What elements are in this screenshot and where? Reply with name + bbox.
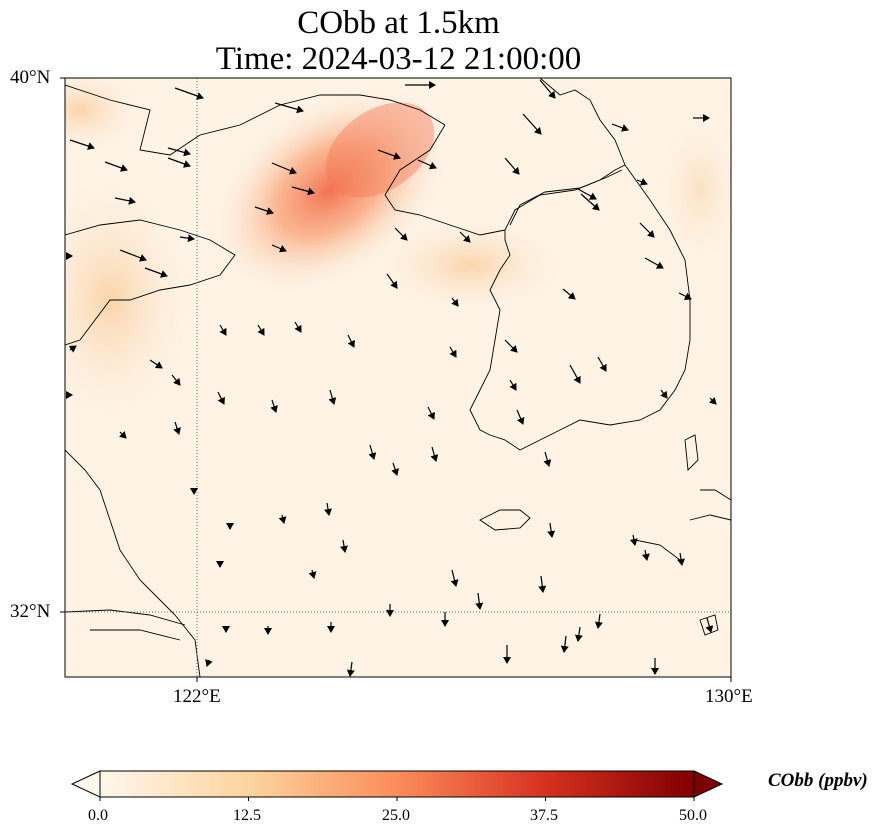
wind-arrow <box>594 613 603 629</box>
wind-arrow <box>219 324 227 336</box>
wind-arrow <box>68 345 77 353</box>
colorbar-min-extend <box>70 770 101 798</box>
axis-ticks <box>60 77 732 682</box>
wind-arrow <box>174 87 204 100</box>
wind-arrow <box>574 626 583 642</box>
lat-tick-label-32n: 32°N <box>10 601 51 622</box>
wind-arrow <box>708 396 717 405</box>
wind-arrow <box>340 539 348 553</box>
wind-arrow <box>119 249 147 262</box>
wind-arrow <box>368 444 377 460</box>
wind-arrow <box>118 430 127 439</box>
figure-title-line1: CObb at 1.5km <box>297 5 500 41</box>
concentration-field <box>65 78 731 677</box>
colorbar-tick-label: 12.5 <box>233 807 261 824</box>
wind-arrow <box>254 206 274 215</box>
wind-arrow <box>179 234 195 243</box>
wind-arrow <box>547 522 556 538</box>
wind-arrow <box>417 159 437 170</box>
wind-arrow <box>504 339 518 353</box>
wind-arrow <box>144 267 168 278</box>
wind-arrow <box>459 231 471 243</box>
wind-arrow <box>346 661 355 677</box>
wind-arrow <box>328 389 337 405</box>
wind-arrow <box>560 635 569 653</box>
wind-arrow <box>504 157 520 175</box>
wind-arrow <box>217 391 225 405</box>
wind-arrow <box>450 569 459 587</box>
wind-arrow <box>114 196 136 205</box>
colorbar <box>70 770 724 801</box>
wind-arrow <box>538 575 547 593</box>
wind-arrow <box>539 79 556 99</box>
wind-arrow <box>562 288 576 300</box>
wind-arrow <box>577 188 597 200</box>
wind-arrow <box>569 364 581 384</box>
colorbar-max-extend <box>693 770 724 798</box>
map-frame <box>64 77 732 678</box>
wind-arrow <box>516 409 525 425</box>
wind-arrow <box>173 421 181 435</box>
wind-arrow <box>386 273 398 289</box>
colorbar-tick-label: 25.0 <box>382 807 410 824</box>
wind-arrow <box>278 514 287 524</box>
wind-vectors <box>66 79 717 677</box>
figure-title-line2: Time: 2024-03-12 21:00:00 <box>215 41 582 77</box>
wind-arrow <box>149 359 163 369</box>
wind-arrow <box>509 379 517 391</box>
wind-arrow <box>522 113 542 135</box>
wind-arrow <box>580 193 600 211</box>
wind-arrow <box>678 292 692 300</box>
wind-arrow <box>430 446 439 462</box>
wind-arrow <box>291 186 315 196</box>
wind-arrow <box>451 297 459 307</box>
wind-arrow <box>205 659 213 667</box>
lat-tick-label-40n: 40°N <box>10 67 51 88</box>
wind-arrow <box>705 617 714 633</box>
wind-arrow <box>660 389 668 399</box>
colorbar-tick-label: 37.5 <box>530 807 558 824</box>
wind-arrow <box>639 222 655 238</box>
lon-tick-label-122e: 122°E <box>173 686 221 707</box>
wind-arrow <box>394 227 408 241</box>
wind-arrow <box>308 569 317 579</box>
wind-arrow <box>274 102 304 114</box>
wind-arrow <box>271 244 287 253</box>
gridlines <box>65 78 731 677</box>
colorbar-tick-label: 50.0 <box>679 807 707 824</box>
colorbar-title: CObb (ppbv) <box>768 770 868 791</box>
wind-arrow <box>104 161 128 172</box>
coastlines <box>65 78 731 677</box>
wind-arrow <box>167 157 191 168</box>
wind-arrow <box>597 356 607 372</box>
wind-arrow <box>475 592 484 610</box>
wind-arrow <box>636 178 648 186</box>
wind-arrow <box>391 462 399 476</box>
wind-arrow <box>347 334 355 348</box>
wind-arrow <box>171 374 181 386</box>
wind-arrow <box>641 549 650 561</box>
colorbar-tick-label: 0.0 <box>88 807 108 824</box>
wind-arrow <box>324 502 332 516</box>
wind-arrow <box>449 346 457 358</box>
wind-arrow <box>543 451 552 467</box>
wind-arrow <box>677 552 685 566</box>
wind-arrow <box>427 406 435 420</box>
wind-arrow <box>167 147 191 157</box>
wind-arrow <box>644 257 664 269</box>
wind-arrow <box>294 321 302 333</box>
wind-arrow <box>270 399 278 413</box>
colorbar-gradient <box>99 770 695 798</box>
wind-arrow <box>69 139 95 150</box>
wind-arrow <box>629 534 638 546</box>
wind-arrow <box>257 324 265 336</box>
wind-arrow <box>611 123 629 132</box>
wind-arrow <box>271 162 297 175</box>
lon-tick-label-130e: 130°E <box>705 686 753 707</box>
wind-arrow <box>377 149 401 160</box>
